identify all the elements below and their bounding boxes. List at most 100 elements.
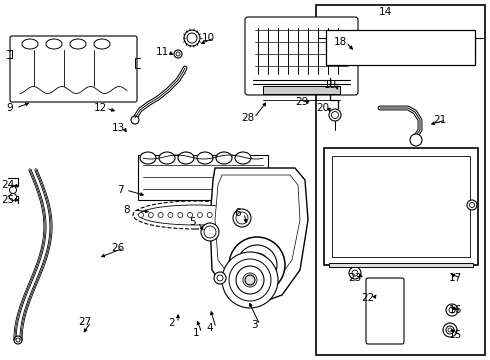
Text: 23: 23: [348, 273, 362, 283]
Ellipse shape: [140, 152, 156, 164]
Bar: [263, 86, 340, 94]
Circle shape: [14, 336, 22, 344]
Circle shape: [162, 153, 172, 163]
Circle shape: [352, 270, 358, 276]
Text: 17: 17: [448, 273, 462, 283]
Text: 10: 10: [201, 33, 215, 43]
Text: 5: 5: [189, 217, 196, 227]
Text: 9: 9: [7, 103, 13, 113]
Bar: [332, 156, 470, 257]
Ellipse shape: [216, 152, 232, 164]
Circle shape: [158, 212, 163, 217]
Text: 2: 2: [169, 318, 175, 328]
Circle shape: [229, 259, 271, 301]
Circle shape: [9, 186, 17, 194]
Circle shape: [443, 323, 457, 337]
Text: 18: 18: [333, 37, 346, 47]
Circle shape: [181, 153, 191, 163]
Ellipse shape: [139, 205, 251, 225]
Circle shape: [243, 273, 257, 287]
Circle shape: [207, 212, 212, 217]
Text: 28: 28: [242, 113, 255, 123]
Text: 21: 21: [433, 115, 446, 125]
Text: 14: 14: [378, 7, 392, 17]
Ellipse shape: [94, 39, 110, 49]
Circle shape: [148, 212, 153, 217]
Bar: [138, 155, 268, 200]
Circle shape: [217, 212, 222, 217]
Circle shape: [176, 52, 180, 56]
Circle shape: [222, 252, 278, 308]
Ellipse shape: [133, 201, 257, 229]
Circle shape: [349, 267, 361, 279]
Circle shape: [143, 153, 153, 163]
Circle shape: [245, 275, 255, 285]
Bar: [329, 263, 473, 267]
Circle shape: [200, 153, 210, 163]
FancyBboxPatch shape: [366, 278, 404, 344]
Circle shape: [237, 245, 277, 285]
Circle shape: [214, 272, 226, 284]
Text: 22: 22: [362, 293, 375, 303]
Bar: [324, 148, 478, 265]
Circle shape: [217, 275, 223, 281]
Circle shape: [174, 50, 182, 58]
Bar: [316, 5, 485, 355]
Circle shape: [139, 212, 144, 217]
Circle shape: [9, 194, 17, 201]
Circle shape: [446, 326, 454, 334]
Circle shape: [246, 212, 251, 217]
Circle shape: [332, 112, 339, 118]
Text: 7: 7: [117, 185, 123, 195]
Text: 27: 27: [78, 317, 92, 327]
Circle shape: [229, 237, 285, 293]
Circle shape: [227, 212, 232, 217]
Text: 4: 4: [207, 323, 213, 333]
Circle shape: [178, 212, 183, 217]
Circle shape: [329, 109, 341, 121]
Polygon shape: [210, 168, 308, 305]
Circle shape: [467, 200, 477, 210]
Text: 25: 25: [1, 195, 15, 205]
Circle shape: [236, 212, 248, 224]
FancyBboxPatch shape: [10, 36, 137, 102]
Circle shape: [131, 116, 139, 124]
Text: 12: 12: [94, 103, 107, 113]
Ellipse shape: [22, 39, 38, 49]
FancyBboxPatch shape: [245, 17, 358, 95]
Ellipse shape: [46, 39, 62, 49]
Text: 15: 15: [448, 330, 462, 340]
Text: 8: 8: [123, 205, 130, 215]
Bar: [326, 30, 475, 65]
Circle shape: [469, 202, 474, 207]
Text: 20: 20: [317, 103, 330, 113]
Circle shape: [238, 153, 248, 163]
Ellipse shape: [178, 152, 194, 164]
Ellipse shape: [159, 152, 175, 164]
Circle shape: [187, 33, 197, 43]
Circle shape: [245, 253, 269, 277]
Circle shape: [449, 307, 455, 313]
Circle shape: [16, 338, 20, 342]
Ellipse shape: [197, 152, 213, 164]
Ellipse shape: [70, 39, 86, 49]
Circle shape: [197, 212, 202, 217]
Circle shape: [204, 226, 216, 238]
Text: 16: 16: [448, 305, 462, 315]
Text: 13: 13: [111, 123, 124, 133]
Circle shape: [237, 212, 242, 217]
Circle shape: [233, 209, 251, 227]
Text: 11: 11: [155, 47, 169, 57]
Circle shape: [446, 304, 458, 316]
Circle shape: [201, 223, 219, 241]
Circle shape: [448, 328, 452, 332]
Circle shape: [168, 212, 173, 217]
Text: 19: 19: [323, 80, 337, 90]
Text: 26: 26: [111, 243, 124, 253]
Circle shape: [184, 30, 200, 46]
Ellipse shape: [235, 152, 251, 164]
Text: 6: 6: [235, 208, 241, 218]
Circle shape: [188, 212, 193, 217]
Text: 29: 29: [295, 97, 309, 107]
Circle shape: [219, 153, 229, 163]
